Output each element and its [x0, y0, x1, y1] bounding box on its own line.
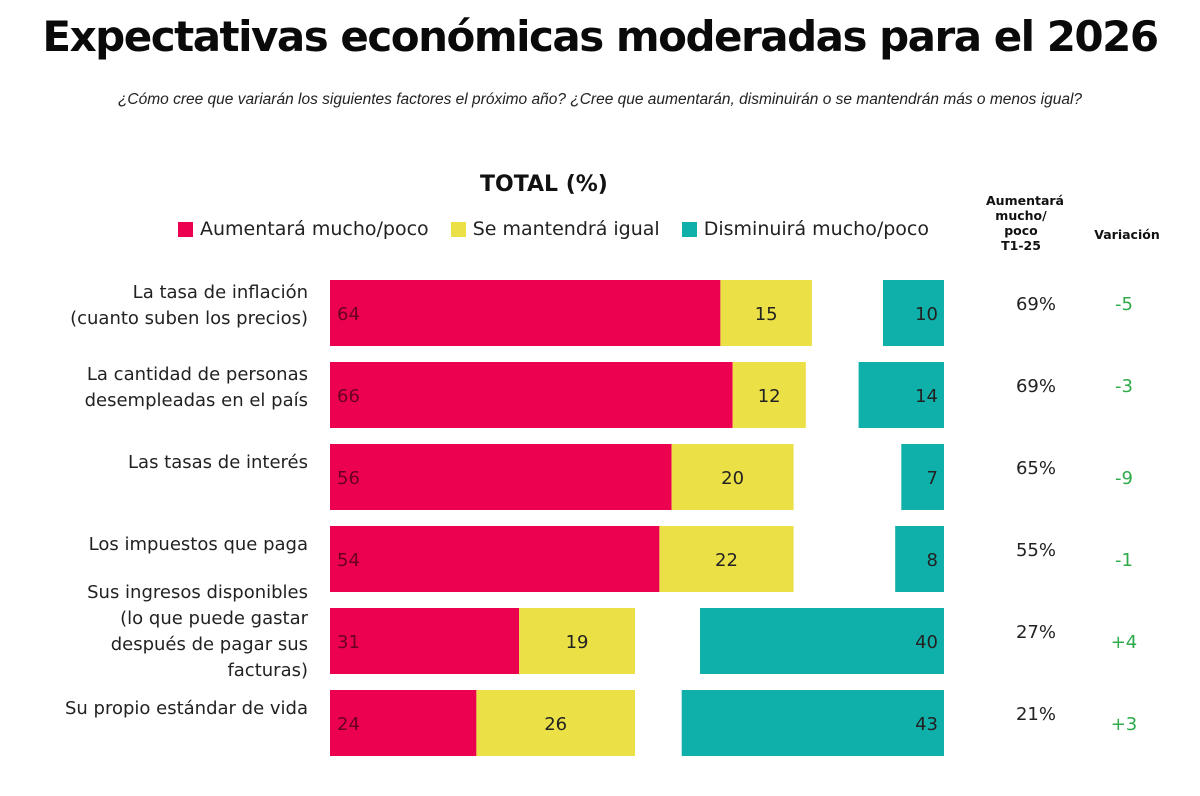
bar-label-decrease: 43 [915, 714, 938, 735]
variation-value: -1 [1115, 550, 1133, 571]
previous-header-line: poco [1004, 223, 1038, 238]
category-label: desempleadas en el país [85, 390, 308, 411]
bar-label-increase: 56 [337, 468, 360, 489]
bar-label-same: 15 [755, 304, 778, 325]
category-label: Los impuestos que paga [89, 534, 308, 555]
bar-label-increase: 24 [337, 714, 360, 735]
previous-value: 65% [1016, 458, 1056, 479]
bar-same [659, 526, 794, 592]
chart-total-heading: TOTAL (%) [480, 172, 608, 197]
bar-label-increase: 54 [337, 550, 360, 571]
bar-label-decrease: 14 [915, 386, 938, 407]
bar-increase [330, 526, 660, 592]
bar-label-same: 26 [544, 714, 567, 735]
bar-label-same: 22 [715, 550, 738, 571]
category-label: Su propio estándar de vida [65, 698, 308, 719]
previous-header-line: Aumentará [986, 193, 1064, 208]
previous-value: 69% [1016, 294, 1056, 315]
previous-header-line: mucho/ [995, 208, 1047, 223]
bar-decrease [681, 690, 944, 756]
bar-same [519, 608, 635, 674]
bar-label-decrease: 8 [927, 550, 938, 571]
category-label: La tasa de inflación [133, 282, 308, 303]
legend-label-decrease: Disminuirá mucho/poco [703, 218, 929, 240]
bar-decrease [883, 280, 944, 346]
variation-value: +3 [1111, 714, 1138, 735]
variation-value: -5 [1115, 294, 1133, 315]
category-label: La cantidad de personas [87, 364, 308, 385]
bar-label-decrease: 10 [915, 304, 938, 325]
bar-increase [330, 608, 520, 674]
bar-label-decrease: 40 [915, 632, 938, 653]
legend-item-decrease: Disminuirá mucho/poco [681, 218, 929, 240]
category-label: después de pagar sus [111, 634, 308, 655]
bar-increase [330, 280, 721, 346]
bar-label-same: 20 [721, 468, 744, 489]
bar-increase [330, 362, 733, 428]
bar-label-same: 12 [758, 386, 781, 407]
previous-value: 69% [1016, 376, 1056, 397]
bar-decrease [901, 444, 944, 510]
bar-label-increase: 64 [337, 304, 360, 325]
variation-value: -3 [1115, 376, 1133, 397]
chart-title: Expectativas económicas moderadas para e… [42, 12, 1159, 61]
legend-label-same: Se mantendrá igual [472, 218, 660, 240]
bar-same [720, 280, 812, 346]
legend-label-increase: Aumentará mucho/poco [200, 218, 429, 240]
legend-swatch-increase [178, 221, 193, 237]
bar-label-increase: 66 [337, 386, 360, 407]
variation-value: -9 [1115, 468, 1133, 489]
legend-item-increase: Aumentará mucho/poco [178, 218, 429, 240]
bar-same [732, 362, 806, 428]
bar-label-same: 19 [566, 632, 589, 653]
bar-same [671, 444, 794, 510]
previous-value: 27% [1016, 622, 1056, 643]
variation-value: +4 [1111, 632, 1138, 653]
bar-decrease [700, 608, 944, 674]
previous-value: 21% [1016, 704, 1056, 725]
bar-increase [330, 444, 672, 510]
category-label: (cuanto suben los precios) [70, 308, 308, 329]
legend-swatch-decrease [681, 221, 697, 237]
category-label: Las tasas de interés [128, 452, 308, 473]
bar-label-decrease: 7 [927, 468, 938, 489]
category-label: (lo que puede gastar [120, 608, 308, 629]
legend: Aumentará mucho/poco Se mantendrá igual … [178, 218, 951, 240]
previous-period-header: Aumentará mucho/ poco T1-25 [986, 193, 1064, 253]
previous-header-line: T1-25 [1001, 238, 1041, 253]
category-label: facturas) [227, 660, 308, 681]
bar-label-increase: 31 [337, 632, 360, 653]
bar-same [476, 690, 635, 756]
chart-subtitle: ¿Cómo cree que variarán los siguientes f… [117, 91, 1083, 108]
previous-value: 55% [1016, 540, 1056, 561]
bar-decrease [895, 526, 944, 592]
bar-decrease [858, 362, 944, 428]
legend-swatch-same [450, 221, 466, 237]
category-label: Sus ingresos disponibles [87, 582, 308, 603]
bar-increase [330, 690, 477, 756]
legend-item-same: Se mantendrá igual [450, 218, 660, 240]
variation-header: Variación [1094, 227, 1160, 242]
